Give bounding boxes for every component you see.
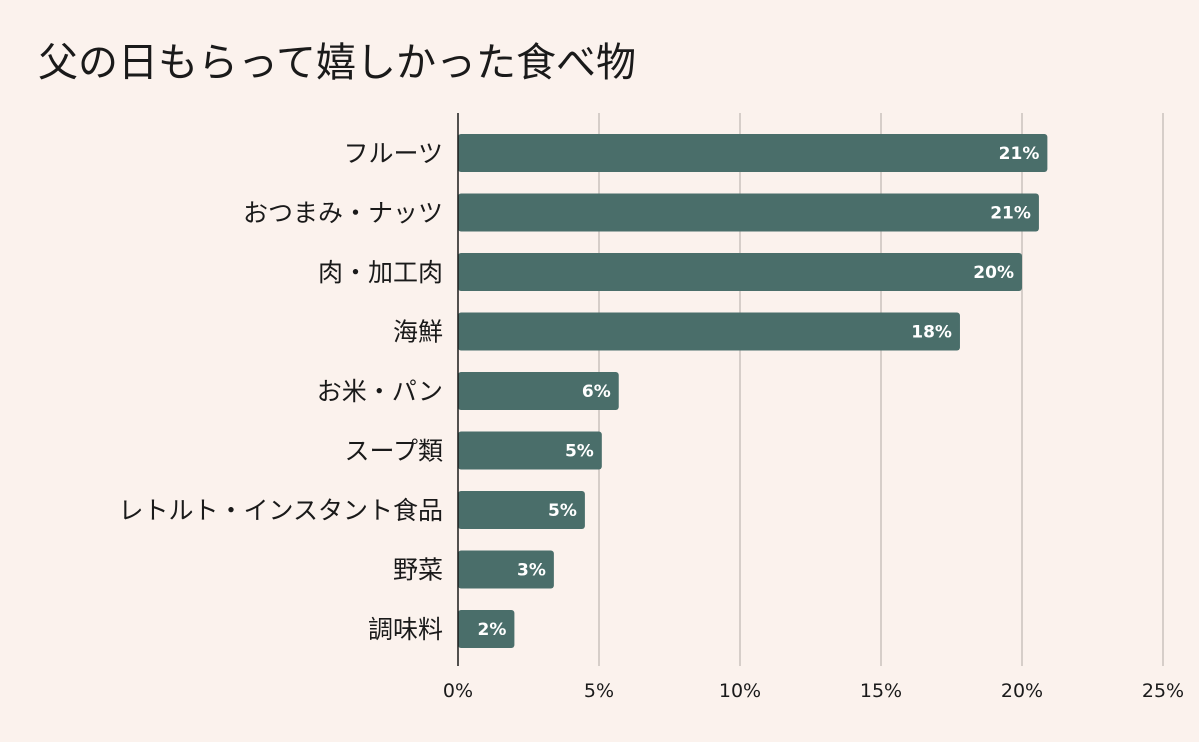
category-label: 調味料 <box>368 615 443 644</box>
data-label: 20% <box>973 263 1014 283</box>
data-label: 5% <box>548 501 577 521</box>
x-tick-label: 15% <box>860 680 902 702</box>
category-label: レトルト・インスタント食品 <box>118 496 443 525</box>
bar <box>458 193 1039 232</box>
category-label: スープ類 <box>344 437 443 466</box>
bar <box>458 134 1048 172</box>
category-label: お米・パン <box>317 377 443 406</box>
bar <box>458 550 554 589</box>
data-label: 3% <box>517 561 546 581</box>
category-label: 野菜 <box>393 556 443 585</box>
chart-title: 父の日もらって嬉しかった食べ物 <box>38 40 636 86</box>
data-label: 2% <box>478 620 507 640</box>
bar <box>458 372 619 410</box>
category-label: おつまみ・ナッツ <box>243 199 443 228</box>
category-label: フルーツ <box>343 139 443 168</box>
x-tick-label: 25% <box>1142 680 1184 702</box>
category-label: 肉・加工肉 <box>318 258 443 287</box>
bar <box>458 312 960 351</box>
x-tick-label: 20% <box>1001 680 1043 702</box>
bars <box>458 134 1048 648</box>
data-label: 18% <box>911 323 952 343</box>
data-label: 21% <box>990 204 1031 224</box>
x-tick-label: 5% <box>584 680 614 702</box>
category-label: 海鮮 <box>393 318 443 347</box>
bar <box>458 610 515 648</box>
data-label: 6% <box>582 382 611 402</box>
bar <box>458 253 1022 291</box>
bar <box>458 431 602 470</box>
data-label: 5% <box>565 442 594 462</box>
x-tick-label: 0% <box>443 680 473 702</box>
data-label: 21% <box>999 144 1040 164</box>
labels: 0% 5% 10% 15% 20% 25% フルーツ 21% おつまみ・ナッツ 21% 肉・加工肉 2… <box>118 139 1184 702</box>
x-tick-label: 10% <box>719 680 761 702</box>
bar <box>458 491 585 529</box>
